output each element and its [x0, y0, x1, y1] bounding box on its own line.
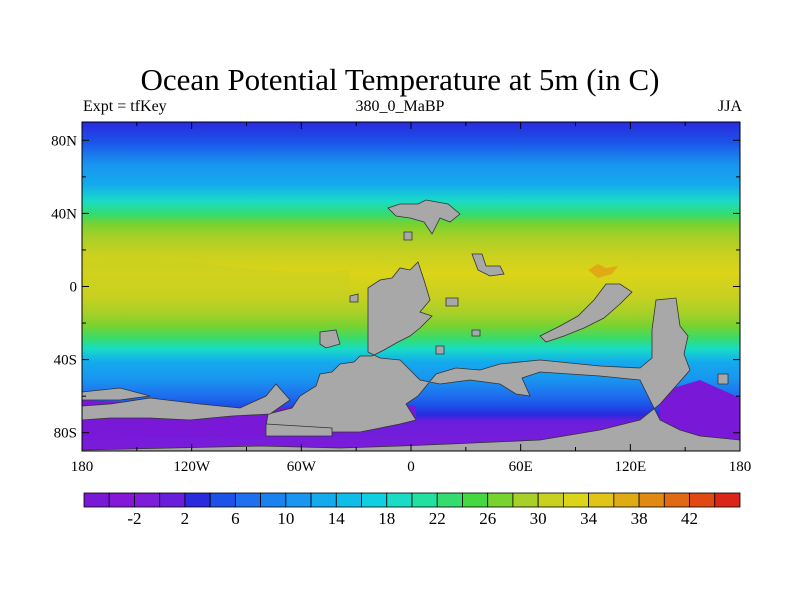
x-tick-label: 120E [614, 459, 646, 475]
y-tick-label: 0 [70, 280, 78, 296]
warm-pool [588, 264, 618, 278]
colorbar-label: 26 [479, 509, 496, 528]
landmass-east-arc [539, 283, 633, 343]
colorbar-label: 10 [277, 509, 294, 528]
island-small-1 [403, 231, 413, 241]
colorbar-swatch [663, 492, 690, 508]
plot-title: Ocean Potential Temperature at 5m (in C) [140, 62, 660, 97]
colorbar-swatch [159, 492, 186, 508]
x-tick-label: 60W [287, 459, 317, 475]
x-tick-label: 0 [407, 459, 415, 475]
colorbar-swatch [562, 492, 590, 508]
colorbar-swatch [512, 492, 539, 508]
colorbar-swatch [411, 492, 438, 508]
x-tick-label: 180 [71, 459, 94, 475]
map-ticks [81, 122, 741, 451]
island-small-5 [717, 373, 729, 385]
colorbar-label: 14 [328, 509, 346, 528]
y-tick-label: 80N [51, 133, 77, 149]
map-area [82, 122, 740, 451]
colorbar-swatch [386, 492, 413, 508]
landmass-main [82, 261, 740, 451]
landmass-south-tip [265, 423, 333, 437]
colorbar-swatch [83, 492, 110, 508]
colorbar-swatch [310, 492, 337, 508]
colorbar-swatch [361, 492, 388, 508]
colorbar-label: 2 [181, 509, 190, 528]
time-label: 380_0_MaBP [355, 98, 445, 115]
island-north-small [471, 253, 505, 277]
y-tick-label: 40S [54, 353, 77, 369]
x-tick-label: 180 [729, 459, 752, 475]
island-small-4 [471, 329, 481, 337]
colorbar-label: 30 [530, 509, 547, 528]
y-tick-label: 80S [54, 426, 77, 442]
landmass-southern-strip [82, 383, 291, 421]
x-tick-label: 60E [509, 459, 533, 475]
landmass-north [387, 199, 461, 235]
island-west [319, 329, 341, 349]
land-masses [82, 199, 740, 451]
colorbar-swatch [108, 492, 135, 508]
colorbar-swatch [638, 492, 665, 508]
colorbar-swatch [234, 492, 262, 508]
landmass-southern-left [82, 387, 151, 401]
colorbar-swatch [689, 492, 716, 508]
colorbar-swatch [487, 492, 514, 508]
colorbar-label: 34 [580, 509, 598, 528]
island-small-3 [435, 345, 445, 355]
island-small-2 [445, 297, 459, 307]
colorbar-swatch [588, 492, 615, 508]
colorbar-swatch [335, 492, 362, 508]
colorbar-label: -2 [127, 509, 141, 528]
colorbar-swatch [285, 492, 312, 508]
colorbar: -2 2 6 10 14 18 22 26 30 34 38 42 [83, 492, 741, 528]
x-tick-label: 120W [173, 459, 211, 475]
y-tick-label: 40N [51, 206, 77, 222]
colorbar-swatch [184, 492, 211, 508]
colorbar-label: 42 [681, 509, 698, 528]
experiment-label: Expt = tfKey [83, 98, 167, 115]
season-label: JJA [717, 98, 742, 115]
colorbar-swatch [260, 492, 287, 508]
colorbar-label: 18 [378, 509, 395, 528]
colorbar-swatch [209, 492, 236, 508]
colorbar-label: 38 [631, 509, 648, 528]
island-west-cluster [349, 293, 359, 303]
colorbar-label: 6 [231, 509, 240, 528]
colorbar-label: 22 [429, 509, 446, 528]
colorbar-swatch [613, 492, 640, 508]
colorbar-swatch [714, 492, 741, 508]
colorbar-swatch [462, 492, 489, 508]
southern-cold-water-east [660, 380, 740, 440]
tropical-band-variation [82, 259, 350, 300]
colorbar-swatch [436, 492, 463, 508]
colorbar-swatch [537, 492, 564, 508]
colorbar-swatch [134, 492, 161, 508]
map-tick-labels: 180 120W 60W 0 60E 120E 180 80N 40N 0 40S 80S [51, 133, 751, 475]
